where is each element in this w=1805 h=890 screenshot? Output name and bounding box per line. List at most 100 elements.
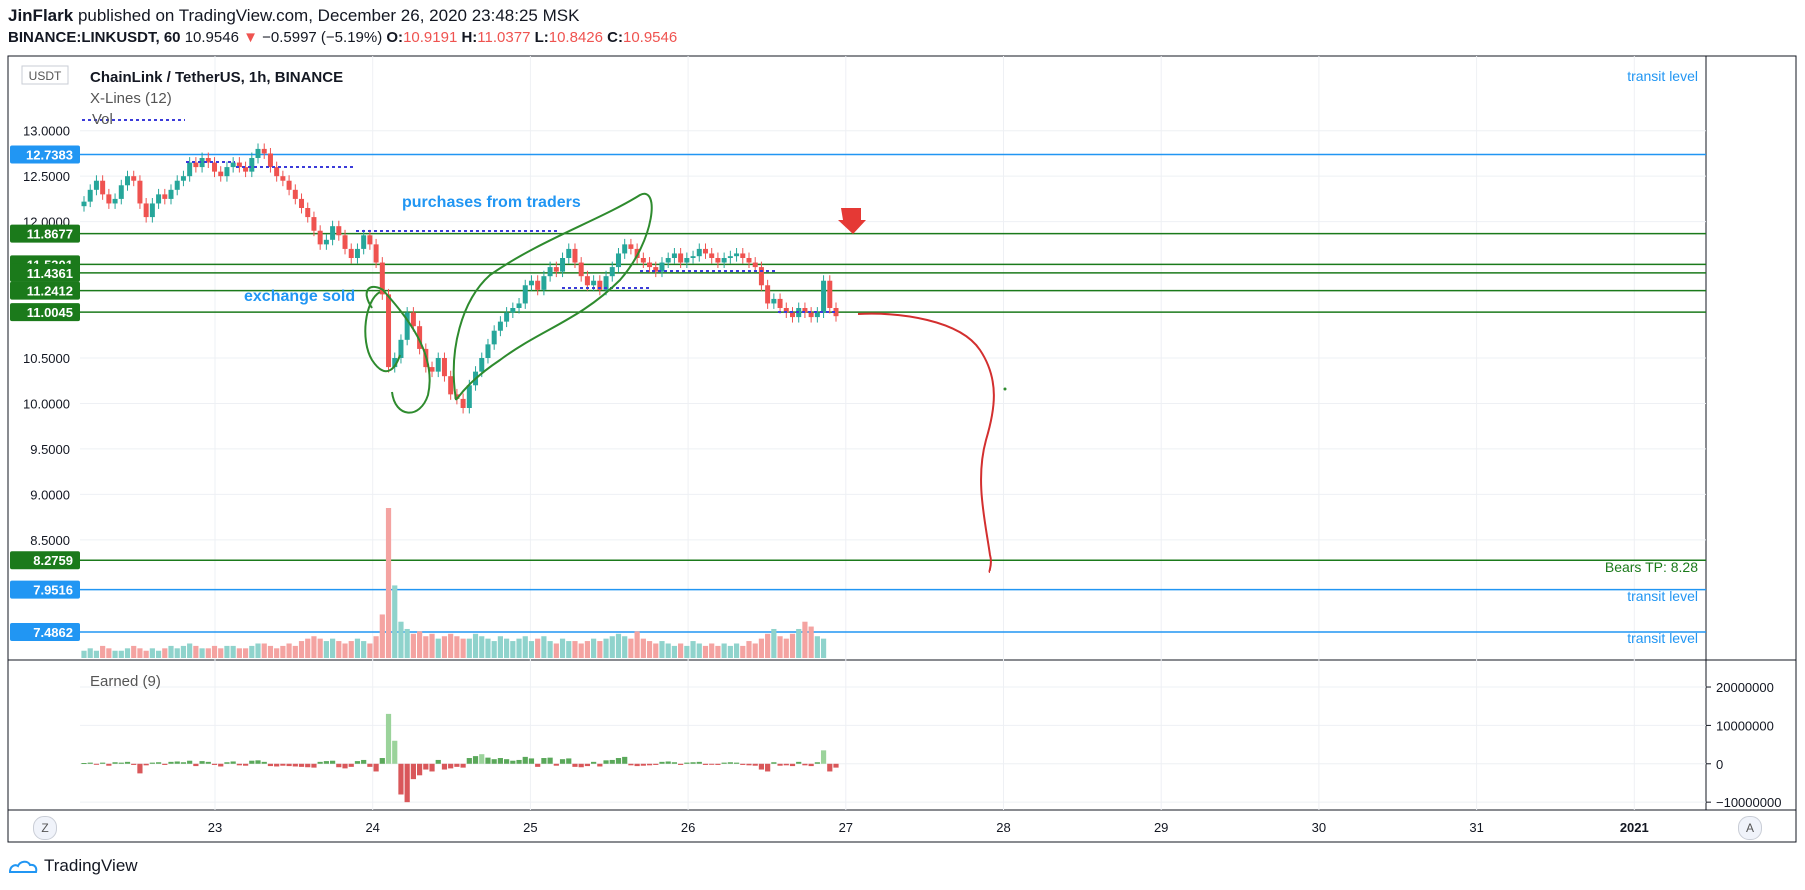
left-price-scale: 13.000012.500012.000010.500010.00009.500… bbox=[23, 124, 70, 548]
brand-name[interactable]: TradingView bbox=[44, 856, 138, 875]
volume-bar bbox=[112, 650, 118, 658]
earned-bar bbox=[224, 762, 230, 764]
volume-bar bbox=[342, 643, 348, 658]
candle-body bbox=[373, 244, 379, 263]
auto-scale-button[interactable]: A bbox=[1738, 816, 1762, 840]
volume-bar bbox=[771, 628, 777, 658]
horizontal-lines bbox=[80, 153, 1706, 633]
earned-bar bbox=[591, 761, 597, 764]
price-label-text: 11.2412 bbox=[27, 284, 73, 299]
close-label: C: bbox=[607, 29, 623, 46]
candle-body bbox=[236, 162, 242, 168]
zoom-button[interactable]: Z bbox=[33, 816, 57, 840]
volume-bar bbox=[162, 648, 168, 658]
earned-bar bbox=[305, 763, 311, 768]
earned-bar bbox=[205, 761, 211, 764]
xlines-legend[interactable]: X-Lines (12) bbox=[90, 90, 172, 107]
volume-bar bbox=[709, 643, 715, 658]
candle-body bbox=[218, 171, 224, 177]
candle-body bbox=[361, 235, 367, 249]
earned-bar bbox=[777, 763, 783, 766]
volume-bar bbox=[93, 650, 100, 658]
candle-body bbox=[510, 308, 516, 313]
candle-body bbox=[311, 217, 317, 231]
volume-bar bbox=[516, 638, 522, 658]
earned-bar bbox=[180, 762, 187, 764]
candle-body bbox=[566, 248, 572, 258]
volume-bar bbox=[236, 648, 242, 658]
drawing-bear-projection bbox=[857, 312, 995, 573]
symbol-name: BINANCE:LINKUSDT, 60 bbox=[8, 29, 181, 46]
close-value: 10.9546 bbox=[622, 29, 678, 46]
candle-body bbox=[100, 180, 106, 195]
time-tick-label: 2021 bbox=[1620, 820, 1649, 835]
time-tick-label: 25 bbox=[523, 820, 537, 835]
volume-bar bbox=[665, 643, 671, 658]
earned-bar bbox=[765, 763, 771, 772]
earned-bar bbox=[435, 759, 441, 764]
volume-bar bbox=[491, 641, 497, 658]
candle-body bbox=[398, 339, 404, 358]
earned-bar bbox=[634, 763, 640, 767]
price-label-badge bbox=[10, 580, 80, 599]
price-label-badge bbox=[10, 145, 80, 164]
earned-bar bbox=[348, 763, 354, 767]
price-tick-label: 12.5000 bbox=[23, 169, 70, 184]
earned-scale: 20000000 10000000 0 −10000000 bbox=[1706, 680, 1781, 810]
earned-bar bbox=[721, 762, 727, 764]
earned-bar bbox=[410, 763, 416, 780]
candle-body bbox=[553, 267, 559, 272]
volume-bar bbox=[740, 645, 746, 658]
high-value: 11.0377 bbox=[477, 29, 531, 46]
earned-bar bbox=[516, 759, 522, 764]
earned-bar bbox=[584, 763, 591, 767]
earned-bar bbox=[118, 762, 124, 764]
earned-bar bbox=[236, 763, 242, 766]
vol-legend[interactable]: Vol bbox=[92, 111, 113, 128]
candle-body bbox=[336, 226, 342, 236]
earned-bar bbox=[193, 763, 199, 767]
earned-bar bbox=[379, 758, 385, 764]
candle-body bbox=[609, 267, 615, 277]
volume-bar bbox=[727, 645, 733, 658]
earned-legend[interactable]: Earned (9) bbox=[90, 673, 161, 690]
earned-bar bbox=[404, 763, 410, 803]
earned-bar bbox=[354, 761, 361, 764]
volume-bar bbox=[802, 621, 808, 658]
candle-body bbox=[342, 235, 348, 249]
earned-bar bbox=[572, 763, 578, 767]
candle-body bbox=[386, 294, 392, 368]
volume-bar bbox=[659, 641, 665, 658]
price-tick-label: 13.0000 bbox=[23, 124, 70, 139]
earned-bar bbox=[622, 756, 628, 764]
candle-body bbox=[317, 230, 323, 245]
volume-bar bbox=[155, 650, 162, 658]
candle-body bbox=[392, 358, 398, 368]
volume-bar bbox=[634, 631, 640, 658]
earned-bar bbox=[280, 763, 286, 766]
earned-bar bbox=[497, 758, 503, 764]
price-label-text: 11.4361 bbox=[27, 266, 73, 281]
volume-bar bbox=[410, 633, 416, 658]
volume-bar bbox=[205, 648, 211, 658]
volume-bar bbox=[118, 650, 124, 658]
candle-body bbox=[516, 303, 522, 308]
candle-body bbox=[653, 267, 659, 272]
candle-body bbox=[199, 158, 205, 168]
earned-bar bbox=[162, 763, 168, 765]
candle-body bbox=[131, 176, 137, 181]
candle-body bbox=[777, 298, 783, 308]
candle-body bbox=[684, 258, 690, 263]
volume-bar bbox=[696, 643, 702, 658]
volume-bar bbox=[298, 641, 305, 658]
earned-bar bbox=[472, 756, 479, 764]
volume-bar bbox=[572, 641, 578, 658]
earned-bar bbox=[218, 763, 224, 767]
earned-bar bbox=[255, 760, 261, 764]
volume-bar bbox=[124, 648, 131, 658]
earned-bar bbox=[528, 758, 535, 764]
price-tick-label: 10.0000 bbox=[23, 396, 70, 411]
candle-body bbox=[578, 262, 584, 277]
earned-bar bbox=[329, 760, 336, 764]
